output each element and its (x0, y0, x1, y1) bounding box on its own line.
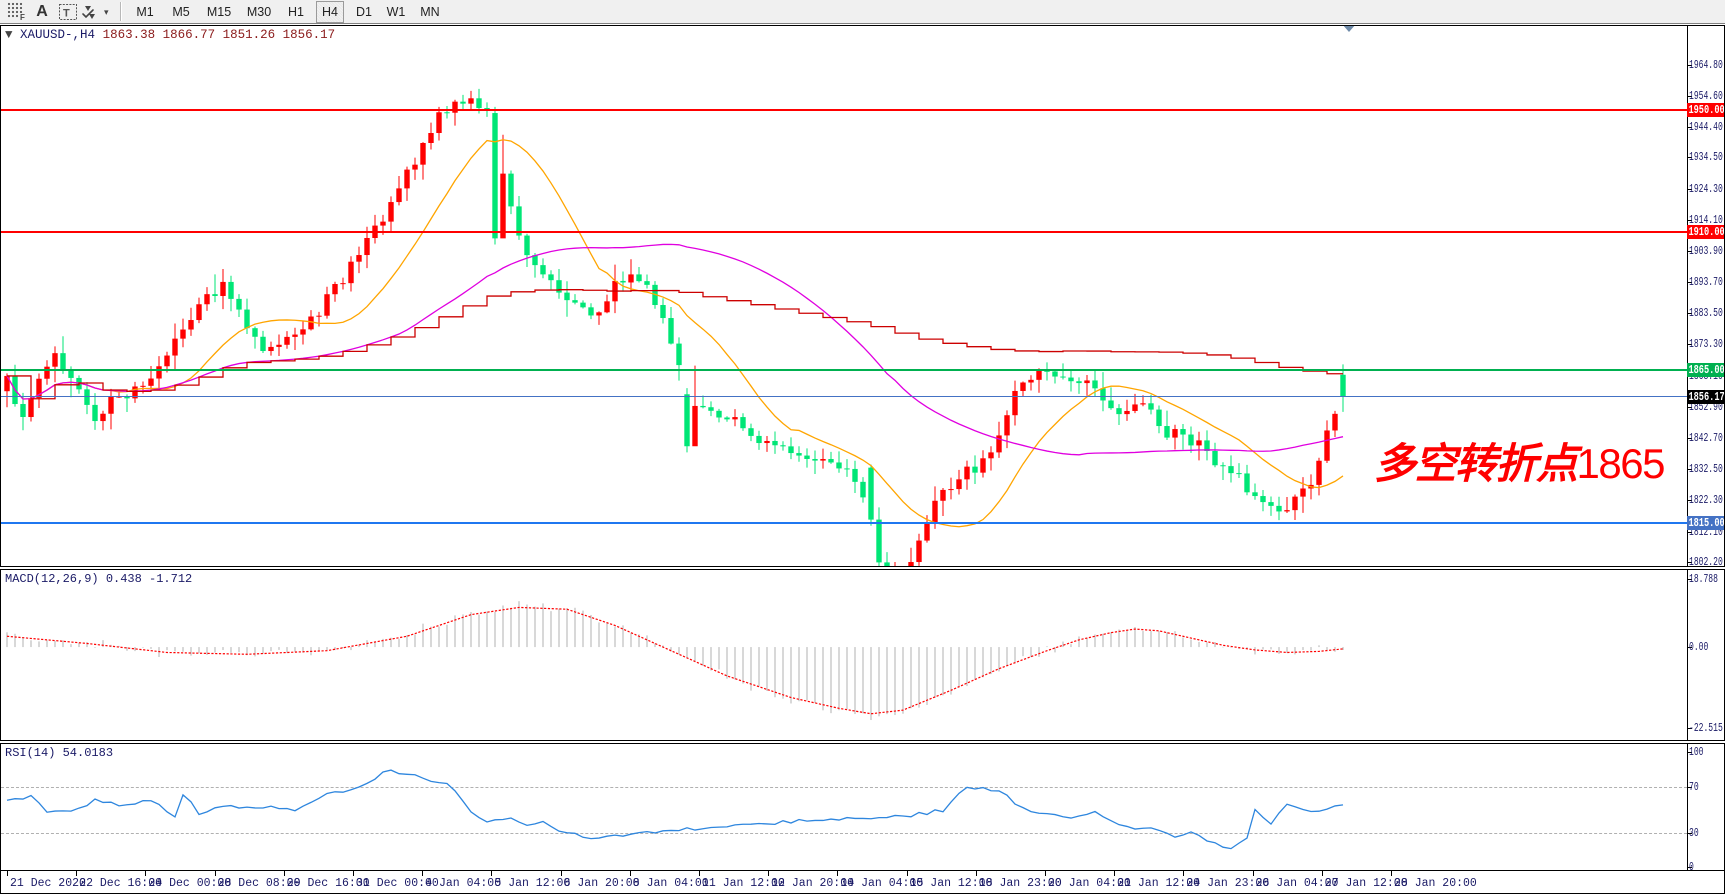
svg-text:F: F (20, 13, 25, 22)
svg-text:T: T (63, 8, 70, 20)
